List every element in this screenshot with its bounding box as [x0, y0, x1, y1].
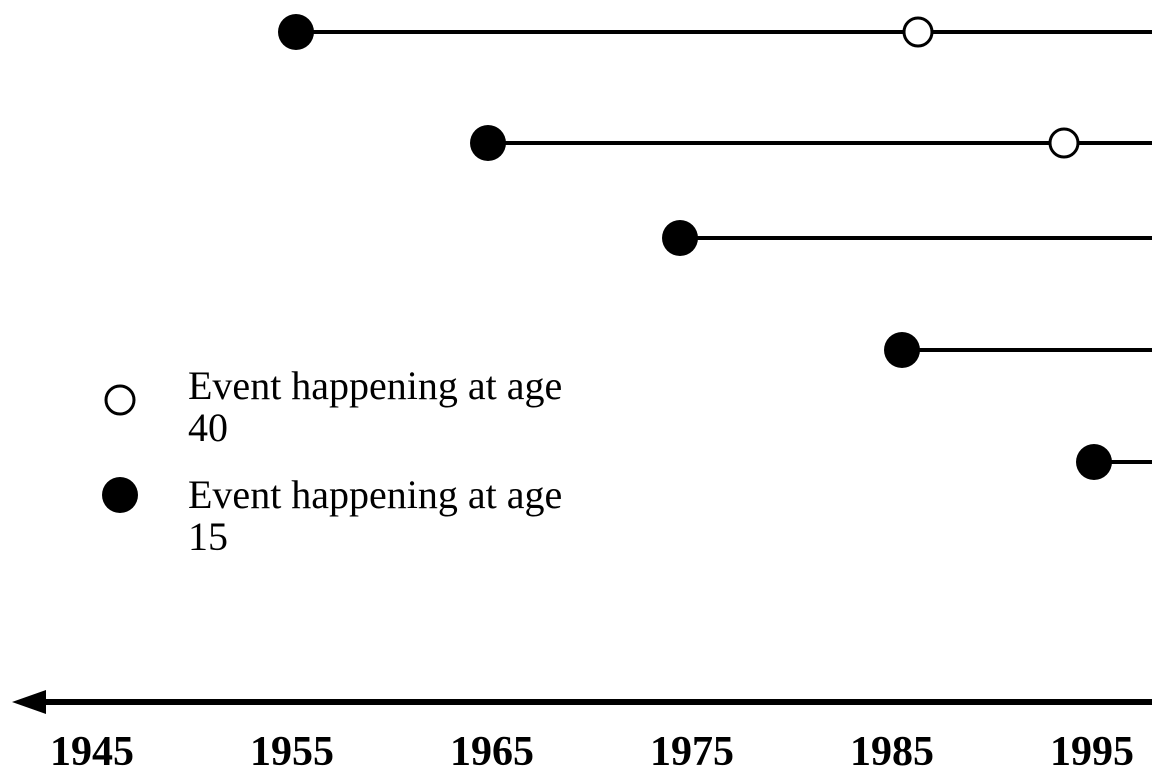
- filled-dot: [278, 14, 314, 50]
- x-tick-label: 1995: [1050, 729, 1134, 775]
- legend-label: Event happening at age 40: [188, 363, 563, 450]
- x-tick-label: 1965: [450, 729, 534, 775]
- filled-dot: [662, 220, 698, 256]
- x-tick-label: 1955: [250, 729, 334, 775]
- x-tick-label: 1945: [50, 729, 134, 775]
- hollow-dot: [1048, 127, 1080, 159]
- legend-marker: [102, 477, 138, 513]
- legend-label: Event happening at age 15: [188, 472, 563, 559]
- filled-dot: [470, 125, 506, 161]
- axis-arrow: [12, 690, 46, 714]
- filled-dot: [1076, 444, 1112, 480]
- legend-marker: [104, 384, 136, 416]
- x-tick-label: 1985: [850, 729, 934, 775]
- filled-dot: [884, 332, 920, 368]
- x-tick-label: 1975: [650, 729, 734, 775]
- hollow-dot: [902, 16, 934, 48]
